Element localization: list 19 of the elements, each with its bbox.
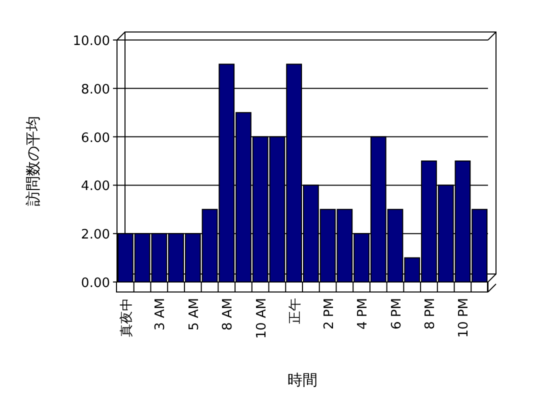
y-tick-label: 10.00 xyxy=(72,34,110,49)
y-tick-label: 4.00 xyxy=(81,179,110,194)
x-tick-label: 真夜中 xyxy=(118,298,134,337)
x-tick-label: 10 PM xyxy=(456,298,472,338)
y-tick-label: 0.00 xyxy=(81,276,110,291)
x-tick-label: 正午 xyxy=(288,298,304,324)
x-tick-label: 10 AM xyxy=(254,298,270,339)
x-axis-title: 時間 xyxy=(288,371,318,389)
x-tick-label: 2 PM xyxy=(322,298,337,330)
y-tick-label: 8.00 xyxy=(81,82,110,98)
x-tick-label: 3 AM xyxy=(153,298,168,331)
y-tick-label: 6.00 xyxy=(81,130,110,146)
x-tick-label: 8 PM xyxy=(422,298,438,330)
x-tick-label: 6 PM xyxy=(389,298,404,330)
x-tick-label: 5 AM xyxy=(186,298,202,331)
x-tick-label: 4 PM xyxy=(356,298,371,330)
y-axis-title: 訪問数の平均 xyxy=(24,116,42,206)
x-tick-label: 8 AM xyxy=(220,298,236,331)
y-tick-label: 2.00 xyxy=(81,228,110,243)
